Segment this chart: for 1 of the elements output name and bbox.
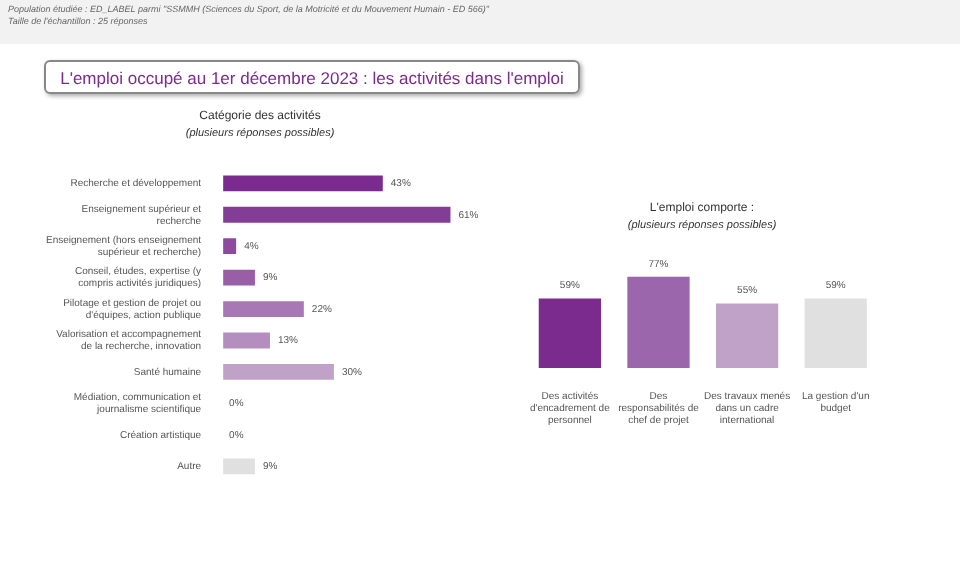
text: L'emploi occupé au 1er décembre 2023 : les activités dans l'emploi <box>44 60 580 94</box>
